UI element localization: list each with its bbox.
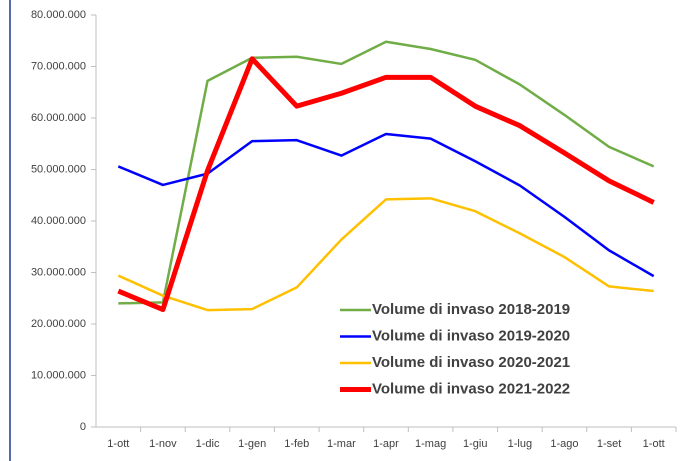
x-tick-label: 1-set	[597, 438, 621, 450]
x-tick-label: 1-mag	[415, 438, 446, 450]
x-tick-label: 1-nov	[149, 438, 177, 450]
legend-label: Volume di invaso 2019-2020	[372, 327, 570, 344]
y-tick-label: 30.000.000	[31, 266, 86, 278]
y-tick-label: 60.000.000	[31, 112, 86, 124]
y-tick-label: 40.000.000	[31, 215, 86, 227]
legend-label: Volume di invaso 2021-2022	[372, 380, 570, 397]
x-tick-label: 1-ott	[643, 438, 665, 450]
series-line	[117, 197, 654, 312]
y-tick-label: 80.000.000	[31, 9, 86, 21]
x-tick-label: 1-giu	[463, 438, 487, 450]
series-line	[117, 56, 655, 313]
x-tick-label: 1-gen	[238, 438, 266, 450]
y-tick-label: 0	[80, 421, 86, 433]
legend-label: Volume di invaso 2018-2019	[372, 301, 570, 318]
series-line	[118, 40, 655, 305]
y-tick-label: 50.000.000	[31, 163, 86, 175]
y-tick-label: 10.000.000	[31, 369, 86, 381]
x-tick-label: 1-mar	[327, 438, 356, 450]
y-tick-label: 70.000.000	[31, 60, 86, 72]
x-tick-label: 1-dic	[196, 438, 220, 450]
x-tick-label: 1-feb	[284, 438, 309, 450]
legend-label: Volume di invaso 2020-2021	[372, 354, 570, 371]
x-tick-label: 1-ago	[550, 438, 578, 450]
x-tick-label: 1-apr	[373, 438, 399, 450]
y-tick-label: 20.000.000	[31, 318, 86, 330]
x-tick-label: 1-ott	[107, 438, 129, 450]
x-tick-label: 1-lug	[508, 438, 532, 450]
